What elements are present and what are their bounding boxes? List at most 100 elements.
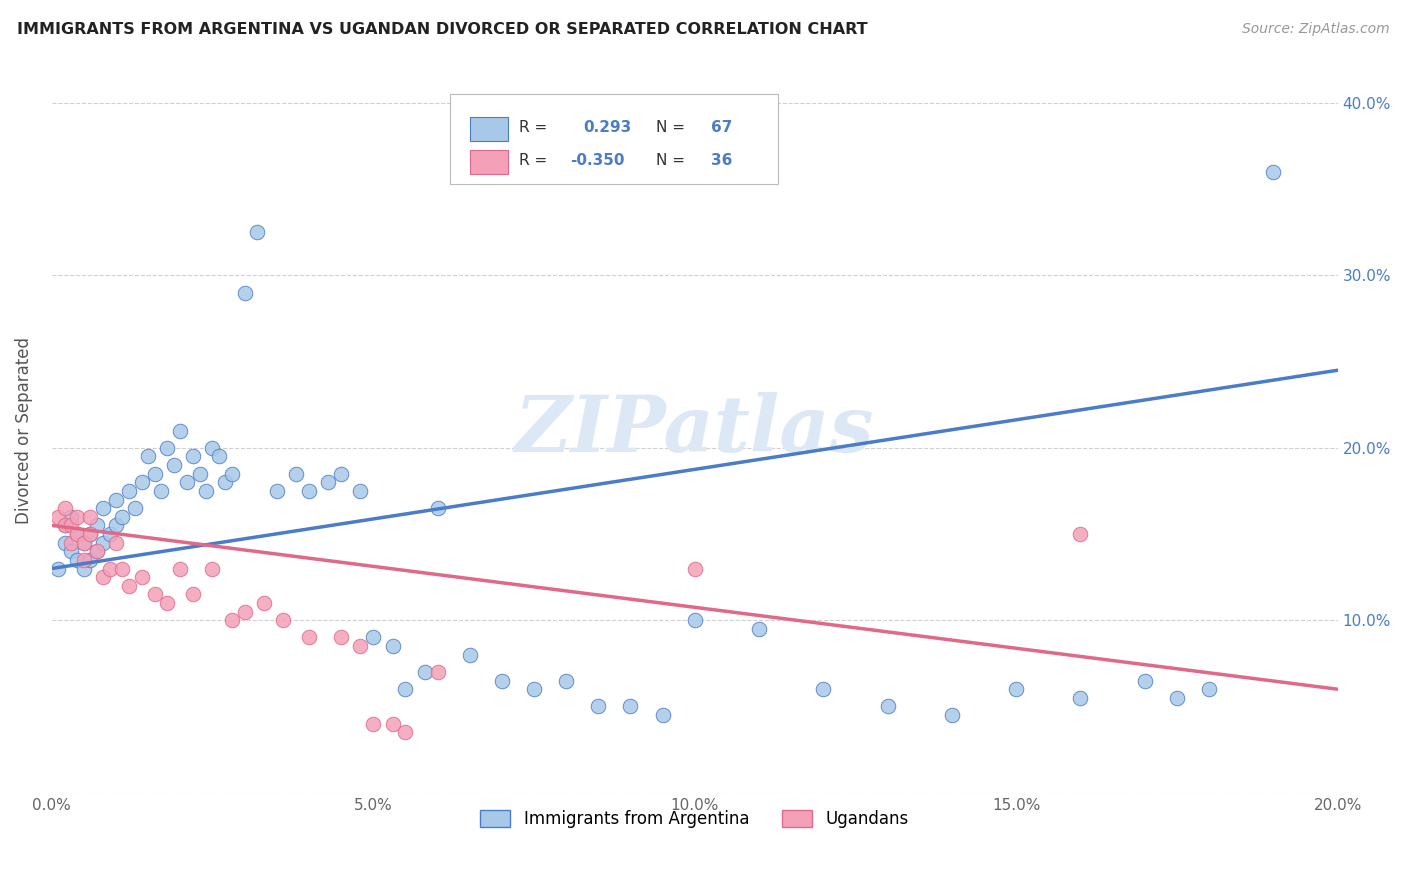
Point: [46, 561, 69, 575]
Point: [53, 518, 76, 533]
Point: [1166, 690, 1188, 705]
Point: [156, 596, 179, 610]
Point: [233, 605, 256, 619]
Point: [86, 518, 108, 533]
Point: [208, 450, 231, 464]
Point: [876, 699, 898, 714]
Text: N =: N =: [657, 153, 685, 168]
Point: [651, 708, 673, 723]
Point: [201, 441, 224, 455]
Text: N =: N =: [657, 120, 685, 136]
Point: [316, 475, 339, 490]
Point: [1198, 682, 1220, 697]
Text: ZIPatlas: ZIPatlas: [515, 392, 875, 469]
Point: [118, 579, 141, 593]
Point: [156, 441, 179, 455]
Text: 67: 67: [711, 120, 733, 136]
Point: [105, 518, 128, 533]
Point: [91, 570, 114, 584]
Point: [111, 561, 134, 575]
Point: [181, 450, 204, 464]
Point: [349, 639, 371, 653]
Point: [813, 682, 835, 697]
Point: [426, 665, 449, 679]
Point: [60, 518, 83, 533]
Point: [66, 553, 89, 567]
Point: [169, 424, 191, 438]
Text: Source: ZipAtlas.com: Source: ZipAtlas.com: [1241, 22, 1389, 37]
Point: [66, 527, 89, 541]
Point: [143, 467, 166, 481]
Point: [53, 518, 76, 533]
Point: [394, 682, 416, 697]
Point: [73, 553, 96, 567]
Point: [491, 673, 513, 688]
Point: [188, 467, 211, 481]
Point: [181, 587, 204, 601]
Point: [381, 639, 404, 653]
Point: [426, 501, 449, 516]
Point: [1263, 165, 1285, 179]
Point: [86, 544, 108, 558]
Point: [46, 509, 69, 524]
Point: [131, 475, 153, 490]
Point: [271, 613, 294, 627]
Point: [79, 509, 101, 524]
Point: [111, 509, 134, 524]
Point: [330, 467, 353, 481]
Point: [105, 535, 128, 549]
Point: [1133, 673, 1156, 688]
Point: [298, 631, 321, 645]
Point: [413, 665, 436, 679]
Point: [298, 483, 321, 498]
Point: [66, 509, 89, 524]
Point: [53, 501, 76, 516]
Point: [66, 527, 89, 541]
Point: [748, 622, 770, 636]
Point: [214, 475, 236, 490]
Point: [91, 501, 114, 516]
FancyBboxPatch shape: [450, 94, 779, 185]
Y-axis label: Divorced or Separated: Divorced or Separated: [15, 337, 32, 524]
Point: [1069, 527, 1091, 541]
Text: 0.293: 0.293: [583, 120, 631, 136]
Point: [91, 535, 114, 549]
Point: [136, 450, 159, 464]
Point: [131, 570, 153, 584]
Point: [221, 613, 243, 627]
Text: -0.350: -0.350: [569, 153, 624, 168]
Point: [683, 561, 706, 575]
Point: [201, 561, 224, 575]
Point: [266, 483, 288, 498]
Point: [253, 596, 276, 610]
Point: [361, 631, 384, 645]
Point: [86, 544, 108, 558]
Point: [361, 716, 384, 731]
Point: [60, 544, 83, 558]
Point: [233, 285, 256, 300]
Point: [683, 613, 706, 627]
Point: [79, 527, 101, 541]
Text: R =: R =: [519, 153, 547, 168]
Point: [1069, 690, 1091, 705]
Point: [523, 682, 546, 697]
Point: [143, 587, 166, 601]
Point: [330, 631, 353, 645]
Point: [619, 699, 641, 714]
Point: [150, 483, 173, 498]
Point: [98, 527, 121, 541]
Point: [586, 699, 609, 714]
Point: [79, 527, 101, 541]
Point: [1005, 682, 1028, 697]
Point: [124, 501, 146, 516]
Point: [169, 561, 191, 575]
Point: [176, 475, 198, 490]
Point: [555, 673, 578, 688]
Point: [60, 535, 83, 549]
Point: [195, 483, 218, 498]
Point: [394, 725, 416, 739]
Point: [381, 716, 404, 731]
Point: [285, 467, 308, 481]
Point: [73, 535, 96, 549]
Point: [73, 561, 96, 575]
